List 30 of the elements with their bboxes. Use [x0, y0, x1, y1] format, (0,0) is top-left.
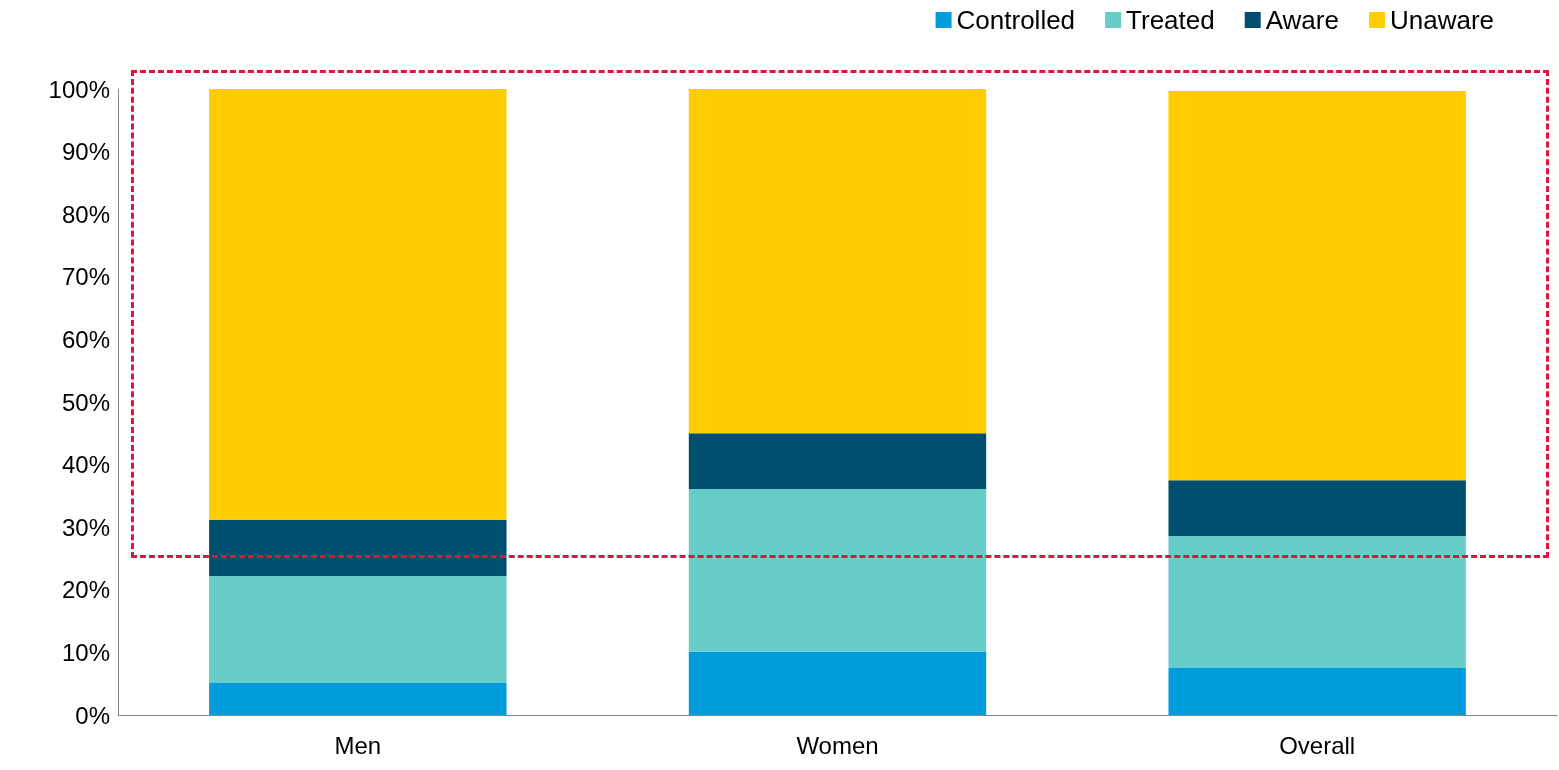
y-tick-label: 10%: [61, 638, 110, 666]
x-tick-label: Men: [334, 731, 382, 759]
y-tick-label: 50%: [61, 388, 110, 416]
legend-label: Treated: [1126, 5, 1215, 35]
y-tick-label: 0%: [75, 701, 110, 729]
x-tick-label: Women: [796, 731, 879, 759]
y-tick-label: 40%: [61, 451, 110, 479]
bar: [688, 489, 987, 652]
bar: [688, 651, 987, 715]
bar: [688, 89, 987, 434]
y-tick-label: 70%: [61, 263, 110, 291]
x-tick-label: Overall: [1279, 731, 1356, 759]
y-tick-label: 100%: [48, 75, 110, 103]
y-tick-label: 60%: [61, 325, 110, 353]
legend-label: Aware: [1265, 5, 1339, 35]
y-tick-label: 90%: [61, 138, 110, 166]
legend-label: Controlled: [956, 5, 1076, 35]
bar: [209, 89, 507, 520]
bar: [1168, 90, 1466, 481]
bar: [209, 519, 507, 577]
bar: [688, 433, 987, 490]
bar: [209, 576, 507, 684]
legend-label: Unaware: [1389, 5, 1495, 35]
bar: [209, 683, 507, 715]
y-tick-label: 30%: [61, 513, 110, 541]
bar: [1168, 535, 1466, 669]
bar: [1168, 668, 1466, 715]
y-tick-label: 20%: [61, 576, 110, 604]
bar: [1168, 480, 1466, 536]
y-tick-label: 80%: [61, 200, 110, 228]
